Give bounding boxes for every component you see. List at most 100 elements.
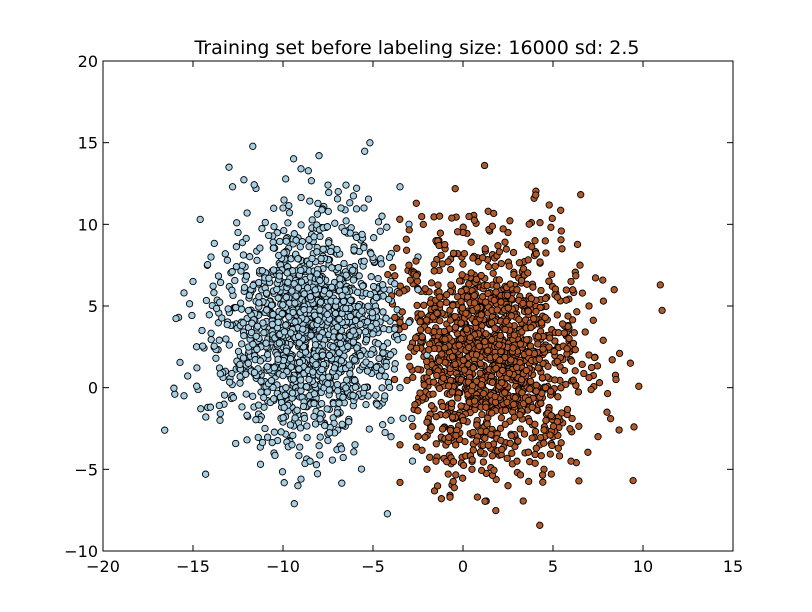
- data-point-series-1: [306, 293, 315, 301]
- x-tick-label: −10: [266, 557, 300, 576]
- data-point-series-2: [459, 416, 467, 425]
- data-point-series-1: [185, 300, 194, 308]
- data-point-series-1: [346, 199, 354, 207]
- data-point-series-2: [422, 316, 431, 324]
- data-point-series-1: [325, 239, 333, 247]
- data-point-series-1: [270, 364, 278, 372]
- data-point-series-1: [274, 318, 282, 326]
- data-point-series-1: [324, 380, 332, 388]
- data-point-series-2: [452, 431, 460, 440]
- x-tick-label: −20: [86, 557, 120, 576]
- data-point-series-1: [313, 270, 321, 278]
- scatter-points: [161, 139, 666, 529]
- data-point-series-1: [216, 278, 225, 287]
- data-point-series-1: [368, 309, 376, 317]
- data-point-series-2: [496, 356, 504, 364]
- data-point-series-2: [492, 288, 500, 296]
- data-point-series-2: [536, 219, 544, 227]
- data-point-series-2: [494, 242, 502, 250]
- data-point-series-2: [507, 432, 516, 440]
- data-point-series-2: [558, 245, 566, 253]
- data-point-series-2: [477, 381, 486, 389]
- data-point-series-2: [469, 254, 477, 262]
- data-point-series-2: [459, 260, 467, 268]
- data-point-series-1: [283, 269, 291, 277]
- data-point-series-2: [427, 279, 436, 287]
- data-point-series-2: [396, 215, 404, 223]
- data-point-series-1: [323, 223, 332, 231]
- data-point-series-1: [257, 377, 265, 385]
- data-point-series-1: [172, 314, 180, 323]
- data-point-series-1: [252, 332, 260, 340]
- data-point-series-1: [260, 393, 268, 402]
- data-point-series-2: [531, 237, 539, 245]
- data-point-series-2: [569, 376, 578, 384]
- data-point-series-2: [481, 434, 489, 442]
- data-point-series-1: [201, 470, 210, 478]
- data-point-series-1: [228, 268, 236, 276]
- data-point-series-2: [445, 433, 453, 442]
- data-point-series-1: [379, 281, 387, 289]
- data-point-series-2: [402, 246, 411, 254]
- data-point-series-1: [238, 340, 246, 348]
- data-point-series-2: [505, 369, 513, 377]
- data-point-series-2: [531, 420, 539, 428]
- data-point-series-2: [476, 448, 485, 456]
- data-point-series-2: [564, 312, 572, 320]
- data-point-series-2: [484, 347, 492, 355]
- data-point-series-1: [239, 251, 248, 259]
- data-point-series-1: [315, 333, 324, 341]
- data-point-series-2: [390, 375, 399, 384]
- x-tick-label: 10: [633, 557, 653, 576]
- data-point-series-2: [502, 317, 510, 325]
- data-point-series-1: [333, 323, 342, 331]
- data-point-series-2: [570, 329, 578, 337]
- data-point-series-1: [337, 204, 345, 212]
- data-point-series-1: [233, 219, 241, 227]
- data-point-series-2: [435, 212, 444, 220]
- data-point-series-1: [340, 259, 348, 268]
- data-point-series-2: [501, 406, 510, 415]
- data-point-series-1: [299, 402, 308, 411]
- data-point-series-2: [442, 411, 450, 419]
- data-point-series-1: [229, 394, 238, 402]
- data-point-series-1: [399, 333, 407, 342]
- data-point-series-1: [279, 414, 287, 422]
- data-point-series-2: [595, 379, 604, 387]
- data-point-series-2: [448, 388, 457, 396]
- data-point-series-1: [381, 428, 389, 437]
- data-point-series-1: [333, 409, 341, 417]
- data-point-series-2: [538, 374, 547, 382]
- data-point-series-2: [593, 362, 602, 370]
- data-point-series-1: [349, 391, 357, 400]
- data-point-series-1: [325, 290, 333, 298]
- data-point-series-1: [205, 311, 213, 319]
- y-tick-label: 0: [88, 379, 98, 398]
- data-point-series-1: [369, 330, 377, 338]
- data-point-series-2: [519, 497, 527, 505]
- data-point-series-2: [504, 228, 512, 237]
- data-point-series-2: [557, 384, 565, 392]
- data-point-series-1: [188, 311, 196, 320]
- data-point-series-2: [534, 364, 542, 372]
- data-point-series-1: [289, 308, 297, 317]
- data-point-series-2: [484, 441, 492, 449]
- data-point-series-2: [532, 444, 540, 452]
- data-point-series-1: [405, 318, 413, 326]
- data-point-series-2: [489, 269, 497, 277]
- data-point-series-2: [544, 362, 552, 371]
- data-point-series-1: [287, 329, 295, 337]
- data-point-series-1: [263, 433, 272, 441]
- data-point-series-2: [510, 413, 518, 421]
- data-point-series-1: [269, 266, 278, 274]
- data-point-series-2: [433, 309, 441, 317]
- data-point-series-2: [528, 243, 536, 251]
- data-point-series-1: [339, 393, 347, 401]
- data-point-series-1: [268, 438, 276, 447]
- data-point-series-1: [288, 389, 297, 397]
- data-point-series-2: [504, 304, 512, 312]
- data-point-series-2: [534, 333, 542, 341]
- data-point-series-1: [276, 237, 284, 246]
- data-point-series-2: [547, 223, 555, 231]
- data-point-series-2: [539, 478, 547, 486]
